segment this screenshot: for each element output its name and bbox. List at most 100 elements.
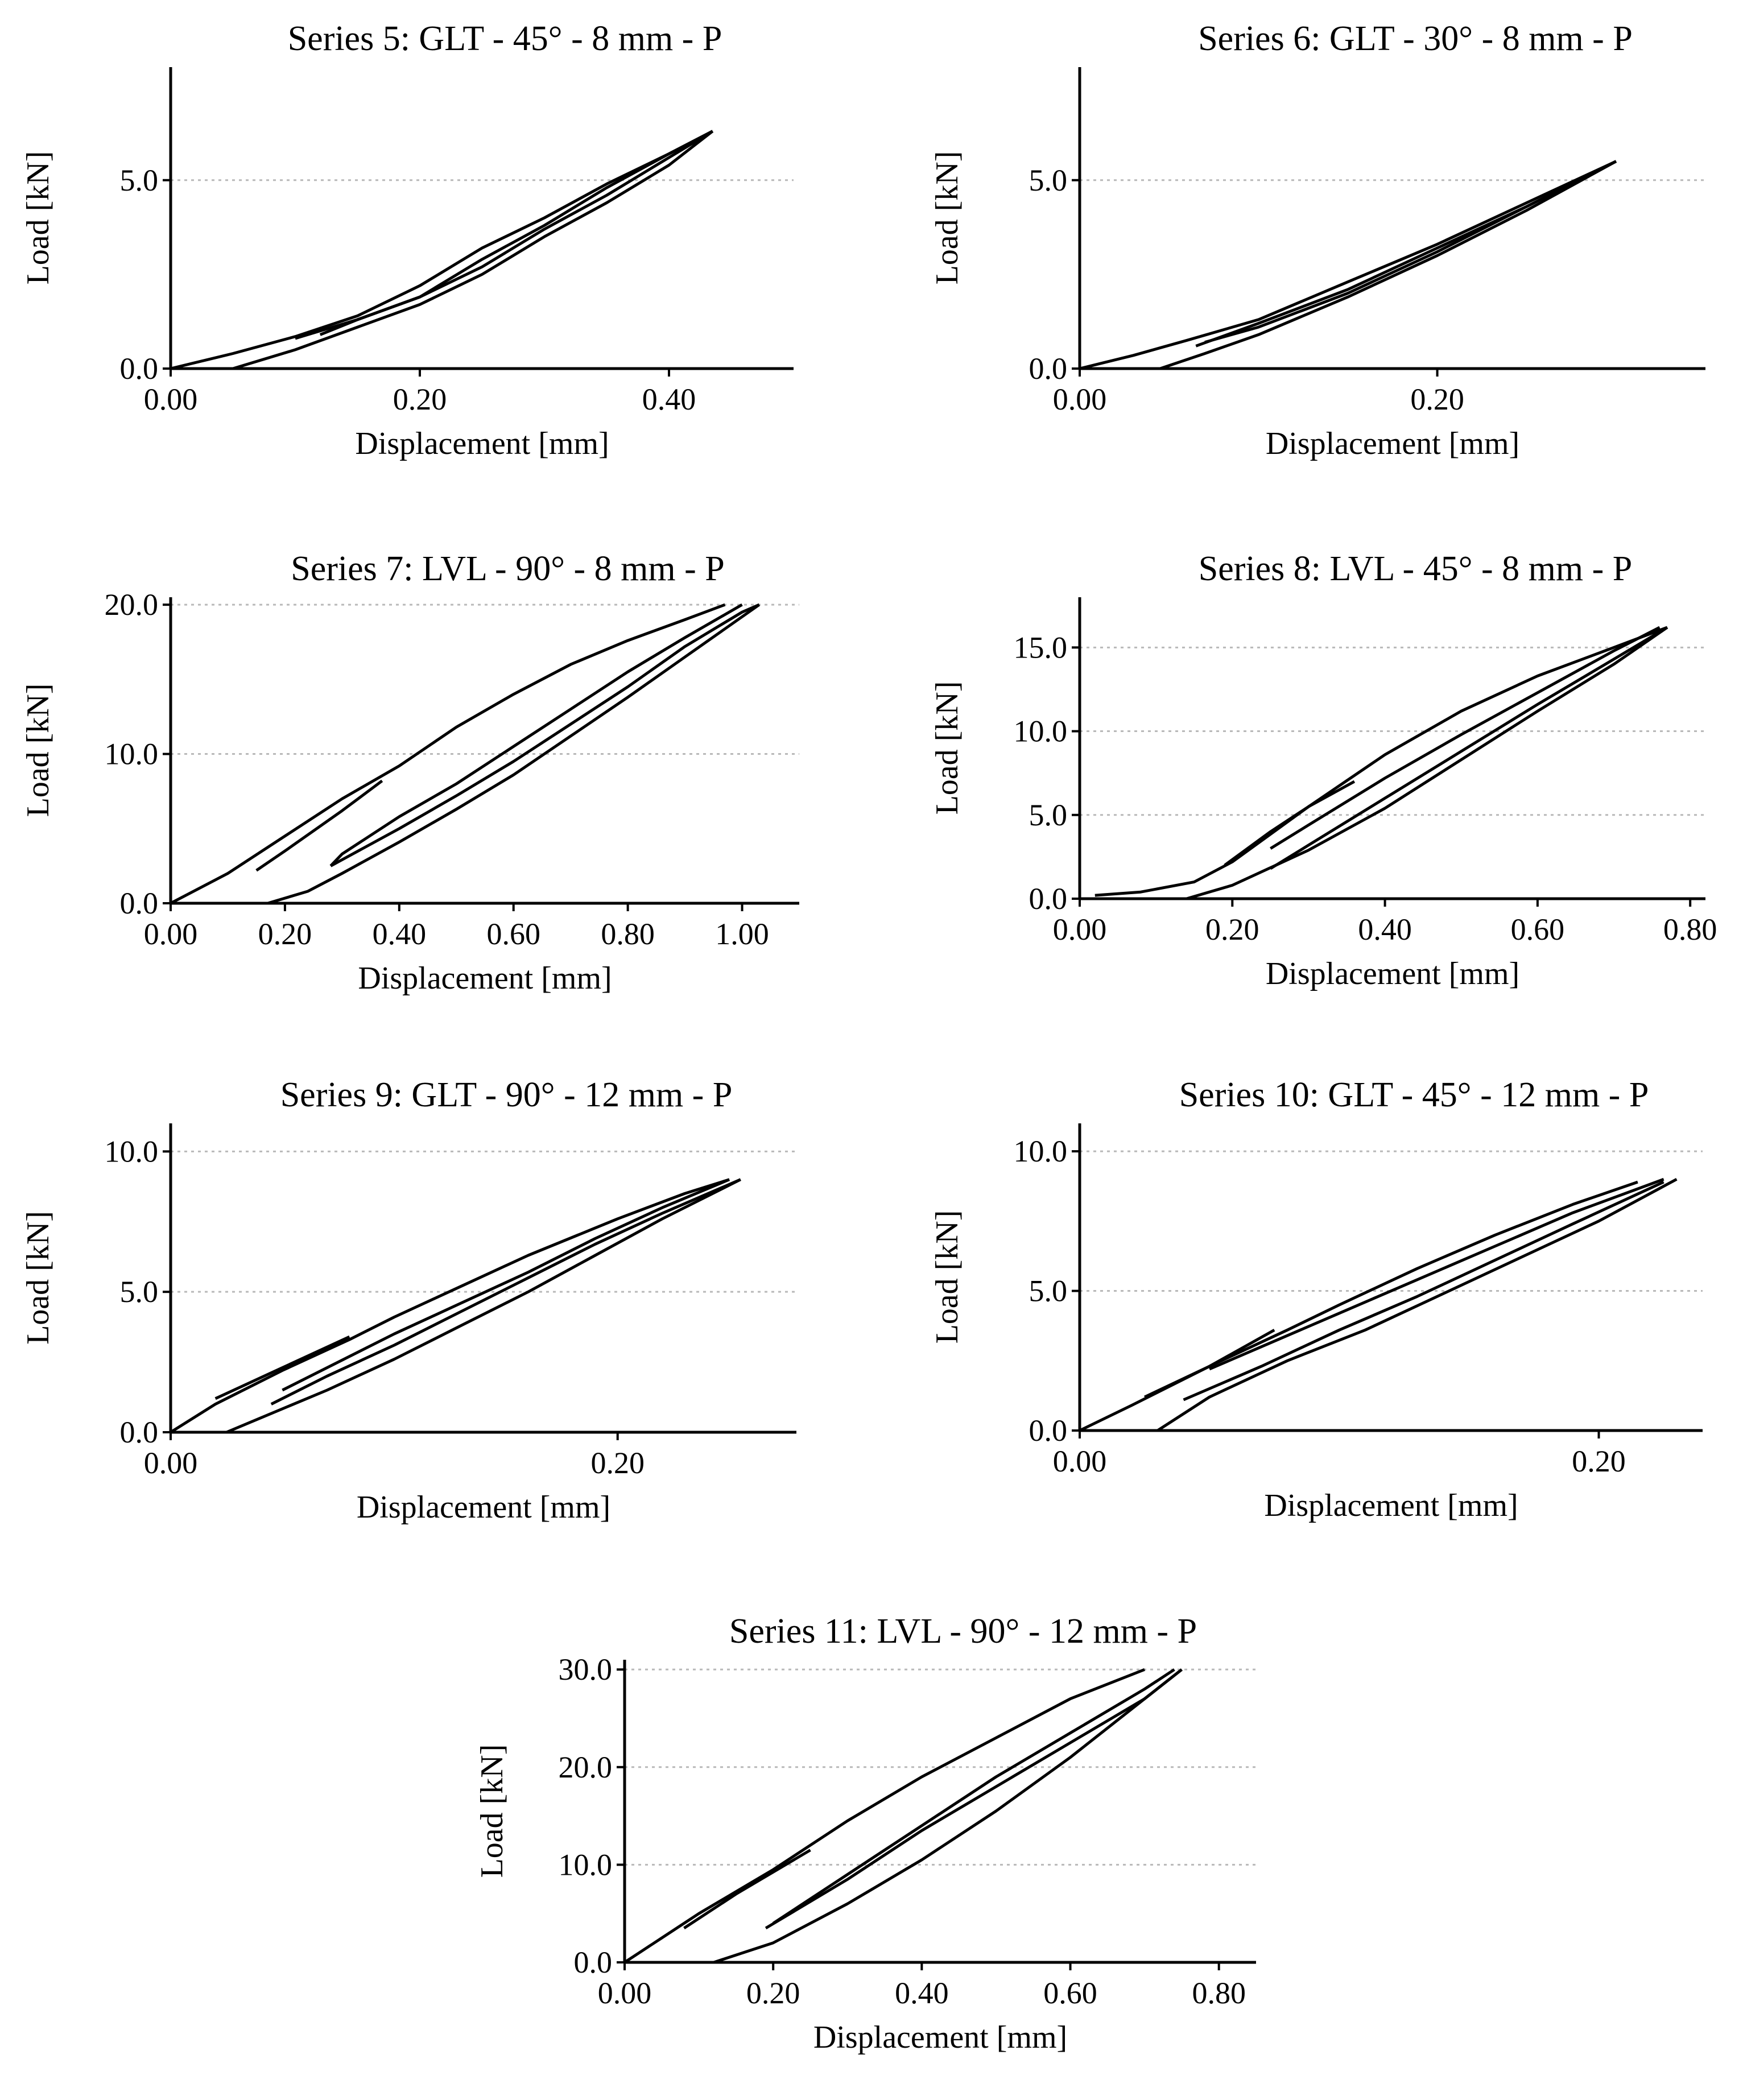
y-tick-label-3: 15.0 [1014,630,1068,664]
series-line-unloading-2 [1209,1177,1664,1371]
chart-panel-9: Series 9: GLT - 90° - 12 mm - P 0.0 5.0 10.… [20,1076,796,1525]
x-tick-label-0: 0.00 [1053,1444,1107,1478]
x-axis-label: Displacement [mm] [357,1490,610,1525]
chart-title: Series 7: LVL - 90° - 8 mm - P [291,549,724,588]
series-line-reload-low [683,1849,811,1929]
chart-title: Series 10: GLT - 45° - 12 mm - P [1179,1076,1649,1114]
series-line-unloading-1 [713,1668,1183,1964]
x-tick-label-0: 0.00 [144,917,198,951]
x-tick-label-1: 0.20 [258,917,312,951]
series-line-reload-high [1270,626,1668,870]
x-axis-label: Displacement [mm] [1266,956,1519,991]
series-line-reload-high [1183,1180,1664,1402]
x-tick-label-0: 0.00 [144,1446,198,1480]
series-line-loading [170,130,713,370]
series-line-unloading-2 [1204,160,1617,344]
y-axis-label: Load [kN] [20,1211,56,1345]
x-tick-label-1: 0.20 [393,382,447,416]
x-tick-label-2: 0.40 [1358,912,1412,946]
series-line-loading [623,1668,1146,1964]
chart-panel-10: Series 10: GLT - 45° - 12 mm - P 0.0 5.0 10… [930,1076,1703,1523]
x-tick-label-0: 0.00 [1053,912,1107,946]
y-axis-label: Load [kN] [474,1745,510,1878]
y-tick-label-0: 0.0 [1029,352,1068,386]
x-tick-label-1: 0.20 [1205,912,1259,946]
series-line-reload-low [1224,780,1356,867]
series-line-unloading-1 [1157,1177,1678,1432]
chart-title: Series 6: GLT - 30° - 8 mm - P [1198,19,1633,58]
x-tick-label-2: 0.40 [642,382,696,416]
chart-title: Series 8: LVL - 45° - 8 mm - P [1199,549,1632,588]
y-tick-label-1: 5.0 [1029,1274,1068,1308]
x-axis-label: Displacement [mm] [813,2020,1067,2055]
x-tick-label-0: 0.00 [144,382,198,416]
y-tick-label-0: 0.0 [120,1415,159,1449]
series-line-unloading-2 [282,1178,730,1392]
y-tick-label-1: 5.0 [1029,798,1068,832]
series-line-loading [170,603,726,905]
y-axis-label: Load [kN] [20,684,56,817]
chart-panel-5: Series 5: GLT - 45° - 8 mm - P 0.0 5.0 0.00… [20,19,794,461]
x-tick-label-4: 0.80 [1663,912,1717,946]
series-line-loading [1094,626,1668,897]
x-tick-label-1: 0.20 [1572,1444,1626,1478]
x-tick-label-4: 0.80 [601,917,655,951]
series-line-reload-low [214,1335,350,1400]
x-tick-label-1: 0.20 [590,1446,645,1480]
series-line-unloading-1 [267,603,761,905]
y-tick-label-1: 5.0 [1029,163,1068,197]
x-tick-label-5: 1.00 [715,917,769,951]
x-tick-label-1: 0.20 [746,1976,800,2010]
x-tick-label-2: 0.40 [895,1976,949,2010]
chart-title: Series 9: GLT - 90° - 12 mm - P [280,1076,733,1114]
x-tick-label-4: 0.80 [1192,1976,1246,2010]
y-tick-label-2: 10.0 [105,1134,159,1168]
series-line-reload-low [1144,1329,1275,1399]
series-line-unloading-2 [329,603,743,867]
y-tick-label-1: 5.0 [120,163,159,197]
x-tick-label-2: 0.40 [373,917,427,951]
y-axis-label: Load [kN] [930,1210,965,1344]
y-axis-label: Load [kN] [930,681,965,815]
series-line-unloading-1 [226,1178,741,1434]
chart-title: Series 5: GLT - 45° - 8 mm - P [288,19,722,58]
y-tick-label-0: 0.0 [120,352,159,386]
x-tick-label-3: 0.60 [1511,912,1565,946]
y-tick-label-1: 10.0 [559,1847,613,1882]
x-tick-label-3: 0.60 [486,917,540,951]
y-tick-label-0: 0.0 [1029,1413,1068,1448]
y-tick-label-2: 10.0 [1014,714,1068,749]
y-axis-label: Load [kN] [930,151,965,285]
y-tick-label-0: 0.0 [1029,882,1068,916]
x-tick-label-0: 0.00 [598,1976,652,2010]
series-line-unloading-1 [1186,626,1668,900]
chart-title: Series 11: LVL - 90° - 12 mm - P [729,1612,1197,1651]
y-tick-label-2: 20.0 [559,1750,613,1784]
y-tick-label-2: 20.0 [105,588,159,622]
y-tick-label-1: 10.0 [105,737,159,771]
x-tick-label-0: 0.00 [1053,382,1107,416]
x-axis-label: Displacement [mm] [1266,426,1519,461]
series-line-reload-high [330,603,760,867]
y-tick-label-1: 5.0 [120,1275,159,1309]
series-line-reload-high [270,1178,741,1405]
x-axis-label: Displacement [mm] [1264,1488,1518,1523]
chart-panel-6: Series 6: GLT - 30° - 8 mm - P 0.0 5.0 0.00… [930,19,1705,461]
x-axis-label: Displacement [mm] [358,961,612,996]
y-axis-label: Load [kN] [20,151,56,285]
y-tick-label-0: 0.0 [574,1945,613,1979]
x-tick-label-3: 0.60 [1043,1976,1097,2010]
y-tick-label-3: 30.0 [559,1652,613,1686]
series-line-loading [1079,160,1617,370]
series-line-unloading-1 [1159,160,1617,370]
chart-panel-8: Series 8: LVL - 45° - 8 mm - P 0.0 5.0 10.0… [930,549,1717,991]
chart-panel-7: Series 7: LVL - 90° - 8 mm - P 0.0 10.0 20.… [20,549,799,996]
series-line-reload-high [765,1668,1183,1930]
series-line-unloading-1 [232,130,714,370]
series-line-unloading-2 [319,130,713,336]
series-line-reload-low [255,779,383,872]
x-axis-label: Displacement [mm] [355,426,609,461]
y-tick-label-0: 0.0 [120,886,159,920]
series-line-loading [170,1178,730,1434]
